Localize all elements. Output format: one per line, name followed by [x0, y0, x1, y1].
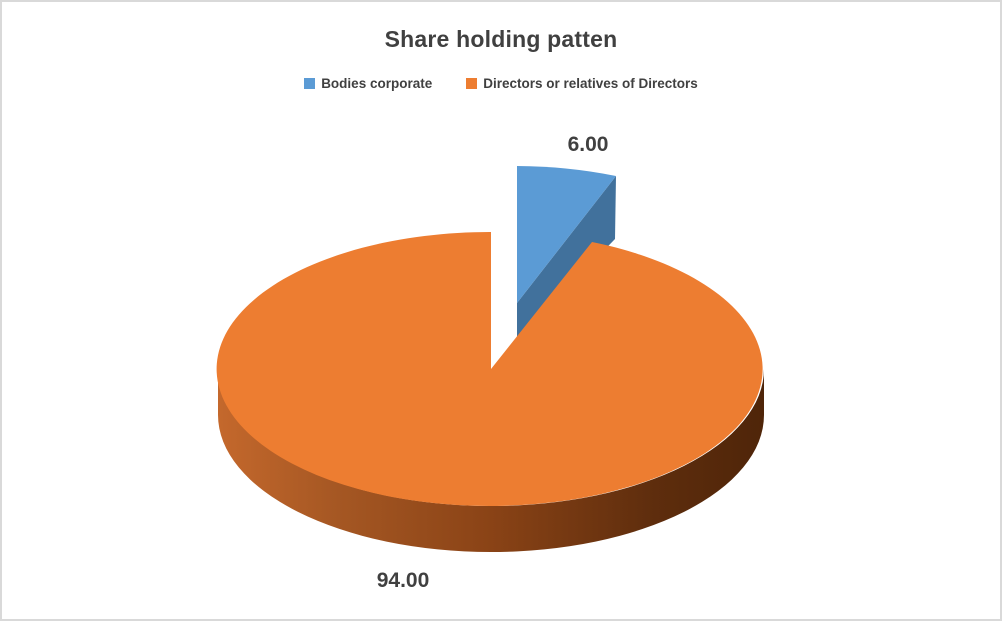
data-label-bodies-corporate: 6.00 — [567, 133, 609, 156]
legend-label-directors: Directors or relatives of Directors — [483, 76, 698, 91]
legend-item-directors[interactable]: Directors or relatives of Directors — [466, 76, 698, 91]
slice-directors-rim[interactable] — [218, 369, 764, 552]
legend-swatch-orange-icon — [466, 78, 478, 89]
legend: Bodies corporate Directors or relatives … — [2, 76, 1000, 91]
legend-item-bodies-corporate[interactable]: Bodies corporate — [304, 76, 432, 91]
slice-bodies-corporate-top[interactable] — [517, 166, 616, 303]
legend-swatch-blue-icon — [304, 78, 316, 89]
data-label-directors: 94.00 — [376, 569, 430, 592]
slice-bodies-corporate-side[interactable] — [517, 176, 616, 340]
chart-title: Share holding patten — [384, 26, 618, 52]
legend-swatch-blue-rect — [304, 78, 316, 89]
legend-swatch-orange-rect — [466, 78, 478, 89]
slice-directors-top[interactable] — [216, 231, 763, 506]
legend-label-bodies-corporate: Bodies corporate — [321, 76, 433, 91]
